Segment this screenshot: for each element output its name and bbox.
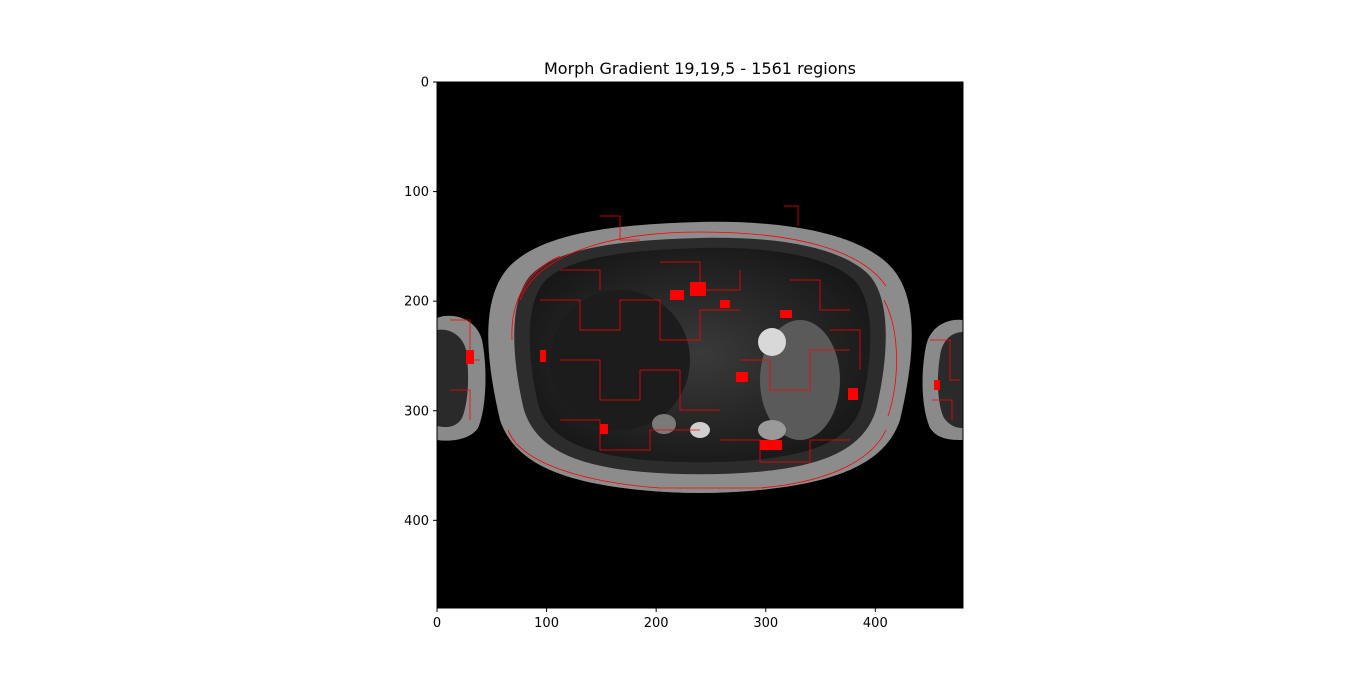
x-axis: 0 100 200 300 400	[433, 608, 888, 631]
x-tick-label: 0	[433, 616, 441, 631]
y-tick-label: 300	[404, 404, 429, 419]
kidney-right	[758, 420, 786, 440]
region-overlay-filled	[466, 282, 940, 450]
left-arm	[437, 315, 486, 441]
kidney-left	[652, 414, 676, 434]
y-tick-label: 400	[404, 514, 429, 529]
figure-title: Morph Gradient 19,19,5 - 1561 regions	[544, 59, 856, 78]
right-arm	[922, 319, 963, 440]
bright-structure	[758, 328, 786, 356]
x-tick-label: 200	[644, 616, 669, 631]
mri-image	[437, 82, 963, 608]
axes-frame	[436, 81, 964, 609]
liver	[550, 290, 690, 430]
x-tick-label: 400	[863, 616, 888, 631]
x-tick-label: 300	[753, 616, 778, 631]
y-tick-label: 0	[421, 76, 429, 91]
y-tick-label: 100	[404, 185, 429, 200]
y-axis: 0 100 200 300 400	[404, 76, 437, 529]
y-tick-label: 200	[404, 295, 429, 310]
x-tick-label: 100	[534, 616, 559, 631]
